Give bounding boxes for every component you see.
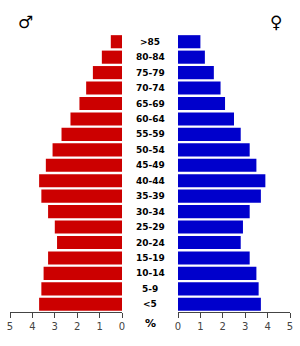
svg-text:>85: >85 <box>140 37 160 47</box>
svg-text:5: 5 <box>287 321 293 332</box>
svg-text:80-84: 80-84 <box>136 52 165 62</box>
svg-text:15-19: 15-19 <box>136 253 165 263</box>
svg-text:4: 4 <box>264 321 270 332</box>
svg-text:3: 3 <box>242 321 248 332</box>
svg-text:60-64: 60-64 <box>136 114 165 124</box>
svg-text:3: 3 <box>52 321 58 332</box>
svg-text:5: 5 <box>7 321 13 332</box>
svg-text:♀: ♀ <box>270 12 282 32</box>
svg-text:20-24: 20-24 <box>136 238 165 248</box>
svg-text:4: 4 <box>29 321 35 332</box>
svg-text:35-39: 35-39 <box>136 191 165 201</box>
svg-text:55-59: 55-59 <box>136 129 165 139</box>
svg-text:2: 2 <box>74 321 80 332</box>
svg-text:45-49: 45-49 <box>136 160 165 170</box>
svg-text:30-34: 30-34 <box>136 207 165 217</box>
svg-text:65-69: 65-69 <box>136 99 165 109</box>
svg-text:♂: ♂ <box>18 12 33 32</box>
svg-text:1: 1 <box>96 321 102 332</box>
svg-text:2: 2 <box>220 321 226 332</box>
svg-text:70-74: 70-74 <box>136 83 165 93</box>
svg-text:40-44: 40-44 <box>136 176 165 186</box>
svg-text:25-29: 25-29 <box>136 222 165 232</box>
svg-text:75-79: 75-79 <box>136 68 165 78</box>
svg-text:0: 0 <box>119 321 125 332</box>
svg-text:10-14: 10-14 <box>136 268 165 278</box>
svg-text:50-54: 50-54 <box>136 145 165 155</box>
svg-text:0: 0 <box>175 321 181 332</box>
svg-text:<5: <5 <box>143 299 157 309</box>
svg-text:1: 1 <box>197 321 203 332</box>
svg-text:5-9: 5-9 <box>142 284 158 294</box>
svg-text:%: % <box>145 317 156 330</box>
